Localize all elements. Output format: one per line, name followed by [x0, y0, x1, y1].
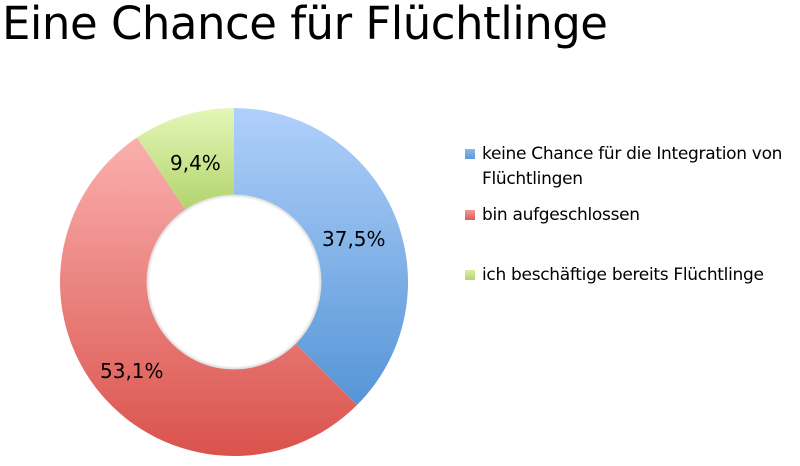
legend-swatch-green: [465, 270, 475, 280]
legend-item-no-chance: keine Chance für die Integration von Flü…: [465, 142, 792, 192]
slice-already-employing: [136, 108, 234, 210]
legend-item-already-employing: ich beschäftige bereits Flüchtlinge: [465, 263, 792, 288]
label-blue: 37,5%: [322, 227, 386, 251]
donut-hole: [146, 194, 322, 370]
legend-swatch-red: [465, 210, 475, 220]
label-green: 9,4%: [170, 151, 221, 175]
legend-swatch-blue: [465, 149, 475, 159]
legend-label: ich beschäftige bereits Flüchtlinge: [482, 265, 764, 285]
legend-item-open-minded: bin aufgeschlossen: [465, 203, 792, 228]
slice-open-minded: [59, 137, 358, 457]
chart-title: Eine Chance für Flüchtlinge: [2, 0, 608, 50]
legend-label: bin aufgeschlossen: [482, 205, 640, 225]
label-red: 53,1%: [100, 359, 164, 383]
slice-no-chance: [234, 108, 409, 406]
legend-label: keine Chance für die Integration von Flü…: [482, 144, 783, 189]
